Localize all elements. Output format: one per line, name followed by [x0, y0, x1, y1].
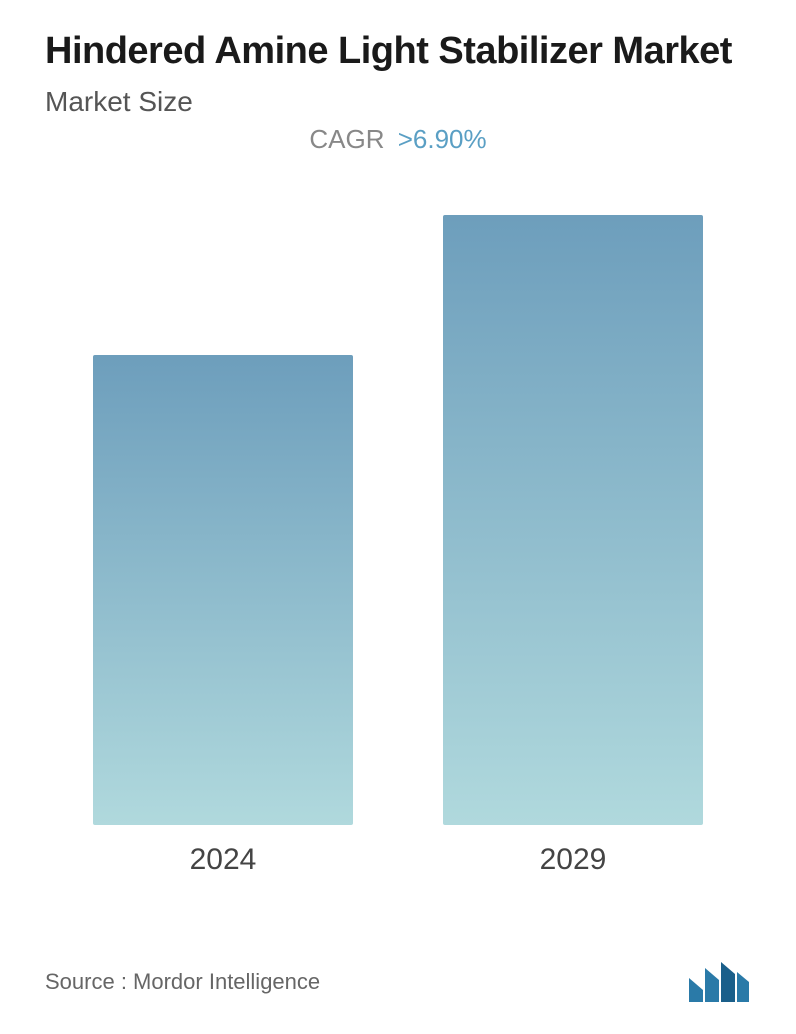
bar-2029: [443, 215, 703, 825]
bar-2024: [93, 355, 353, 825]
x-axis-labels: 2024 2029: [45, 843, 751, 877]
footer: Source : Mordor Intelligence: [45, 960, 751, 1004]
bar-chart: [45, 205, 751, 825]
chart-subtitle: Market Size: [45, 86, 751, 118]
x-label-2029: 2029: [443, 843, 703, 877]
mordor-logo-icon: [687, 960, 751, 1004]
cagr-label: CAGR: [309, 124, 384, 154]
cagr-value: >6.90%: [398, 124, 487, 154]
cagr-row: CAGR >6.90%: [45, 124, 751, 155]
source-text: Source : Mordor Intelligence: [45, 969, 320, 995]
chart-title: Hindered Amine Light Stabilizer Market: [45, 30, 751, 74]
x-label-2024: 2024: [93, 843, 353, 877]
